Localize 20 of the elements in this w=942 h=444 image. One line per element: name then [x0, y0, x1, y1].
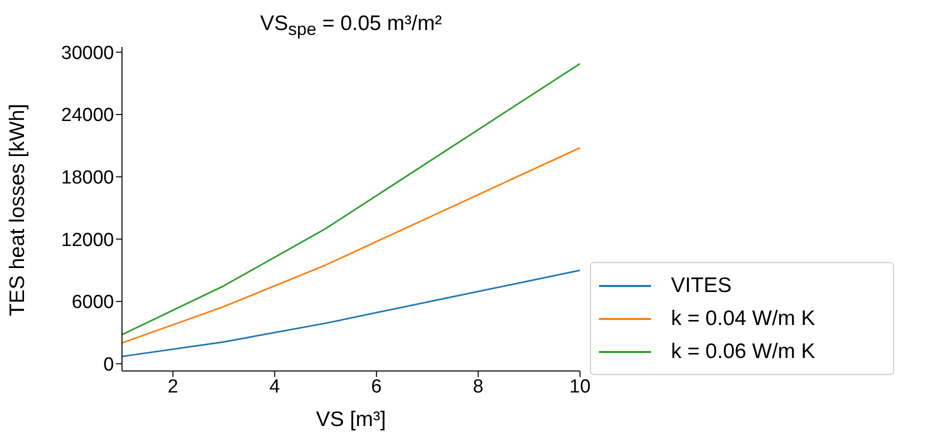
- legend-label: k = 0.04 W/m K: [671, 306, 816, 330]
- y-tick-label: 0: [103, 354, 114, 376]
- line-series: [122, 62, 580, 336]
- legend-label: k = 0.06 W/m K: [671, 340, 816, 364]
- y-tick-label: 30000: [61, 42, 114, 64]
- y-tick-label: 18000: [61, 168, 114, 189]
- line-series: [122, 269, 580, 358]
- y-tick-label: 12000: [61, 230, 114, 251]
- x-tick-label: 8: [472, 376, 484, 398]
- line-series: [122, 146, 580, 344]
- x-tick-label: 10: [569, 376, 591, 398]
- chart-title: VS$_{spe}$ = 0.05 m³/m²: [259, 12, 443, 40]
- legend-label: VITES: [671, 274, 732, 298]
- y-axis-title: TES heat losses [kWh]: [6, 102, 30, 318]
- x-tick-label: 2: [168, 376, 178, 398]
- x-tick-label: 4: [269, 376, 280, 398]
- x-axis-title: VS [m³]: [314, 408, 387, 432]
- x-tick-label: 6: [371, 376, 382, 398]
- y-tick-label: 24000: [61, 105, 114, 126]
- y-tick-label: 6000: [72, 292, 114, 314]
